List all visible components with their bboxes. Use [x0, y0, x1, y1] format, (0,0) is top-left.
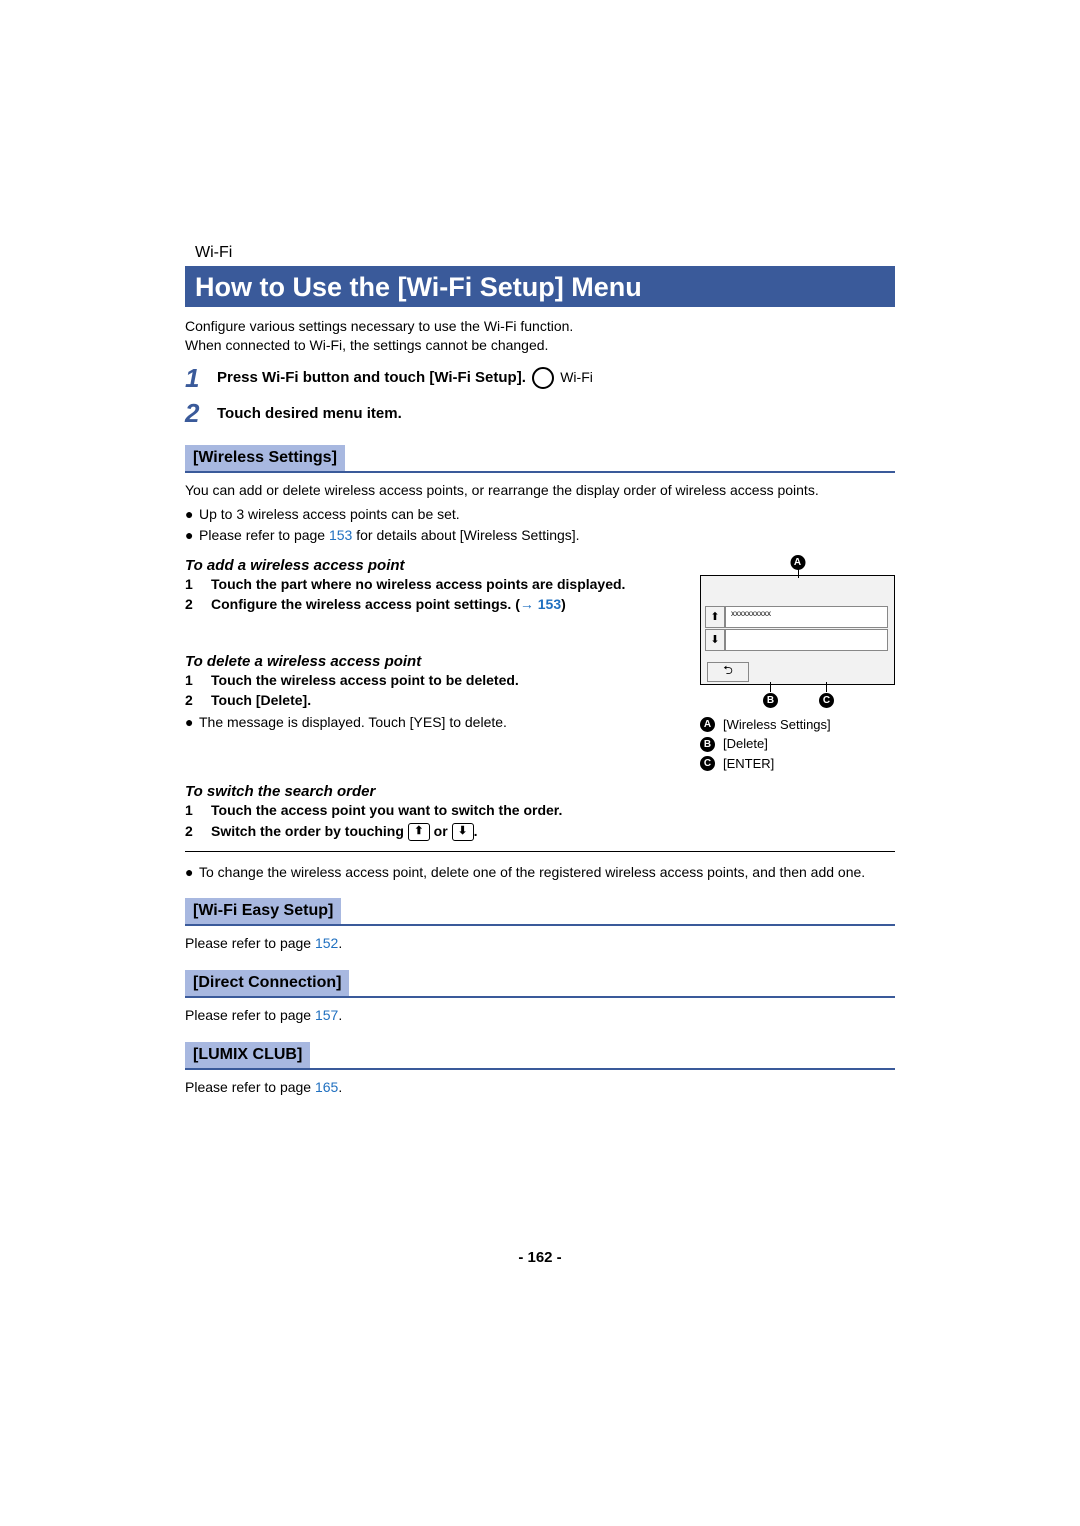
bullet-2-pre: Please refer to page: [199, 527, 329, 543]
delete-step-1: Touch the wireless access point to be de…: [211, 670, 519, 690]
diagram-ap-row-2: [725, 629, 888, 651]
add-delete-columns: To add a wireless access point 1Touch th…: [185, 547, 895, 774]
step-2-text: Touch desired menu item.: [217, 405, 402, 422]
legend-c-icon: C: [700, 756, 715, 771]
delete-ap-heading: To delete a wireless access point: [185, 653, 680, 670]
step-1: 1 Press Wi-Fi button and touch [Wi-Fi Se…: [185, 363, 895, 394]
wireless-settings-diagram: A ⬆ xxxxxxxxxx ⬇ ⮌ B C: [700, 575, 895, 685]
direct-text: Please refer to page 157.: [185, 1006, 895, 1026]
section-easy-setup: [Wi-Fi Easy Setup]: [185, 898, 895, 926]
intro-line-2: When connected to Wi-Fi, the settings ca…: [185, 337, 548, 353]
easy-pre: Please refer to page: [185, 935, 315, 951]
add-step-2: Configure the wireless access point sett…: [211, 594, 566, 614]
up-arrow-icon: ⬆: [408, 823, 430, 841]
easy-post: .: [338, 935, 342, 951]
intro-line-1: Configure various settings necessary to …: [185, 318, 573, 334]
direct-pre: Please refer to page: [185, 1007, 315, 1023]
step-2: 2 Touch desired menu item.: [185, 398, 895, 429]
page-link-153b[interactable]: 153: [538, 596, 561, 612]
delete-ap-steps: 1Touch the wireless access point to be d…: [185, 670, 680, 711]
callout-b: B: [763, 690, 778, 708]
switch-order-steps: 1Touch the access point you want to swit…: [185, 800, 895, 841]
switch-order-heading: To switch the search order: [185, 783, 895, 800]
bullet-2-post: for details about [Wireless Settings].: [352, 527, 579, 543]
divider: [185, 851, 895, 852]
easy-text: Please refer to page 152.: [185, 934, 895, 954]
legend-b-text: [Delete]: [723, 734, 768, 754]
add-step-1: Touch the part where no wireless access …: [211, 574, 625, 594]
section-direct-connection: [Direct Connection]: [185, 970, 895, 998]
step-1-label: Press Wi-Fi button and touch [Wi-Fi Setu…: [217, 369, 526, 386]
wireless-desc: You can add or delete wireless access po…: [185, 481, 895, 501]
diagram-back-button: ⮌: [707, 662, 749, 682]
section-lumix-club: [LUMIX CLUB]: [185, 1042, 895, 1070]
switch-step-1: Touch the access point you want to switc…: [211, 800, 562, 820]
diagram-ap-name: xxxxxxxxxx: [731, 609, 771, 618]
delete-note: The message is displayed. Touch [YES] to…: [199, 712, 507, 732]
manual-page: Wi-Fi How to Use the [Wi-Fi Setup] Menu …: [0, 0, 1080, 1526]
switch-step-2: Switch the order by touching ⬆ or ⬇.: [211, 821, 477, 841]
bullet-1: Up to 3 wireless access points can be se…: [199, 504, 460, 524]
page-link-165[interactable]: 165: [315, 1079, 338, 1095]
legend-c-text: [ENTER]: [723, 754, 774, 774]
add-ap-steps: 1Touch the part where no wireless access…: [185, 574, 680, 615]
add-step-2-pre: Configure the wireless access point sett…: [211, 596, 520, 612]
wifi-button-icon: [532, 367, 554, 389]
diagram-legend: A [Wireless Settings] B [Delete] C [ENTER]: [700, 715, 895, 774]
step-1-text: Press Wi-Fi button and touch [Wi-Fi Setu…: [217, 367, 593, 389]
page-link-157[interactable]: 157: [315, 1007, 338, 1023]
switch-step-2-pre: Switch the order by touching: [211, 823, 408, 839]
section-heading-direct: [Direct Connection]: [185, 970, 349, 996]
breadcrumb: Wi-Fi: [185, 244, 895, 268]
add-step-2-post: ): [561, 596, 566, 612]
add-ap-heading: To add a wireless access point: [185, 557, 680, 574]
legend-a-text: [Wireless Settings]: [723, 715, 831, 735]
wifi-label: Wi-Fi: [560, 369, 593, 385]
diagram-down-button: ⬇: [705, 629, 725, 651]
legend-a-icon: A: [700, 717, 715, 732]
section-heading-wireless: [Wireless Settings]: [185, 445, 345, 471]
change-note-list: ●To change the wireless access point, de…: [185, 862, 895, 882]
page-link-152[interactable]: 152: [315, 935, 338, 951]
bullet-2: Please refer to page 153 for details abo…: [199, 525, 580, 545]
lumix-text: Please refer to page 165.: [185, 1078, 895, 1098]
section-wireless-settings: [Wireless Settings]: [185, 445, 895, 473]
page-link-153[interactable]: 153: [329, 527, 352, 543]
lumix-post: .: [338, 1079, 342, 1095]
step-number-1: 1: [185, 363, 207, 394]
section-heading-lumix: [LUMIX CLUB]: [185, 1042, 310, 1068]
intro-text: Configure various settings necessary to …: [185, 317, 895, 355]
wireless-bullets: ●Up to 3 wireless access points can be s…: [185, 504, 895, 545]
direct-post: .: [338, 1007, 342, 1023]
callout-c-label: C: [819, 693, 834, 708]
delete-step-2: Touch [Delete].: [211, 690, 311, 710]
lumix-pre: Please refer to page: [185, 1079, 315, 1095]
delete-note-list: ●The message is displayed. Touch [YES] t…: [185, 712, 680, 732]
step-number-2: 2: [185, 398, 207, 429]
switch-step-2-mid: or: [430, 823, 452, 839]
diagram-up-button: ⬆: [705, 606, 725, 628]
diagram-column: A ⬆ xxxxxxxxxx ⬇ ⮌ B C A [Wireless Settin…: [700, 547, 895, 774]
legend-b-icon: B: [700, 737, 715, 752]
page-title: How to Use the [Wi-Fi Setup] Menu: [185, 268, 895, 307]
section-heading-easy: [Wi-Fi Easy Setup]: [185, 898, 341, 924]
arrow-icon: →: [520, 596, 534, 612]
callout-b-label: B: [763, 693, 778, 708]
callout-c: C: [819, 690, 834, 708]
down-arrow-icon: ⬇: [452, 823, 474, 841]
change-note: To change the wireless access point, del…: [199, 862, 865, 882]
page-number: - 162 -: [0, 1249, 1080, 1266]
switch-step-2-post: .: [474, 823, 478, 839]
